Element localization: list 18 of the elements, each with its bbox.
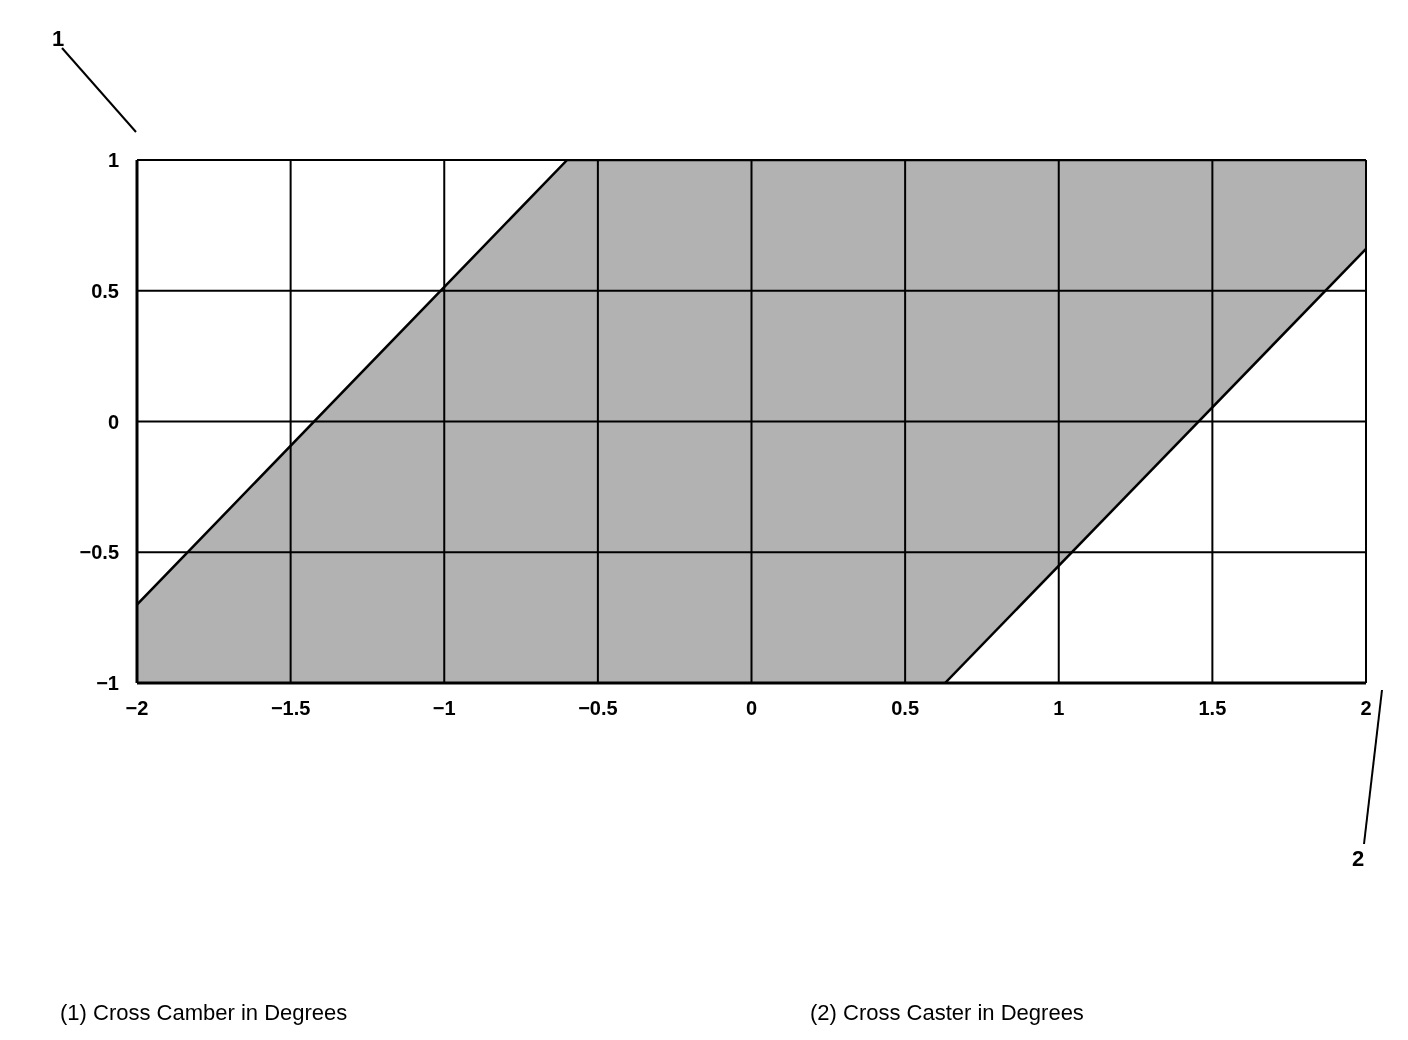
x-tick-label: −1: [432, 697, 456, 720]
y-axis-title: 1: [52, 26, 65, 52]
y-tick-label: −0.5: [79, 541, 119, 564]
x-tick-label: 1.5: [1198, 697, 1227, 720]
x-tick-label: 0.5: [891, 697, 920, 720]
x-tick-label: −1.5: [270, 697, 311, 720]
y-tick-label: 0.5: [91, 279, 119, 302]
x-tick-label: −0.5: [578, 697, 618, 720]
y-tick-label: 1: [107, 149, 119, 172]
x-tick-label: 1: [1053, 697, 1065, 720]
text: 2: [1352, 846, 1365, 872]
text: (1) Cross Camber in Degrees: [60, 1000, 348, 1026]
x-tick-label: 2: [1360, 697, 1372, 720]
text: (2) Cross Caster in Degrees: [810, 1000, 1084, 1026]
x-tick-label: 0: [745, 697, 758, 720]
x-tick-label: −2: [125, 697, 149, 720]
y-tick-label: 0: [107, 410, 119, 433]
y-tick-label: −1: [96, 672, 119, 695]
